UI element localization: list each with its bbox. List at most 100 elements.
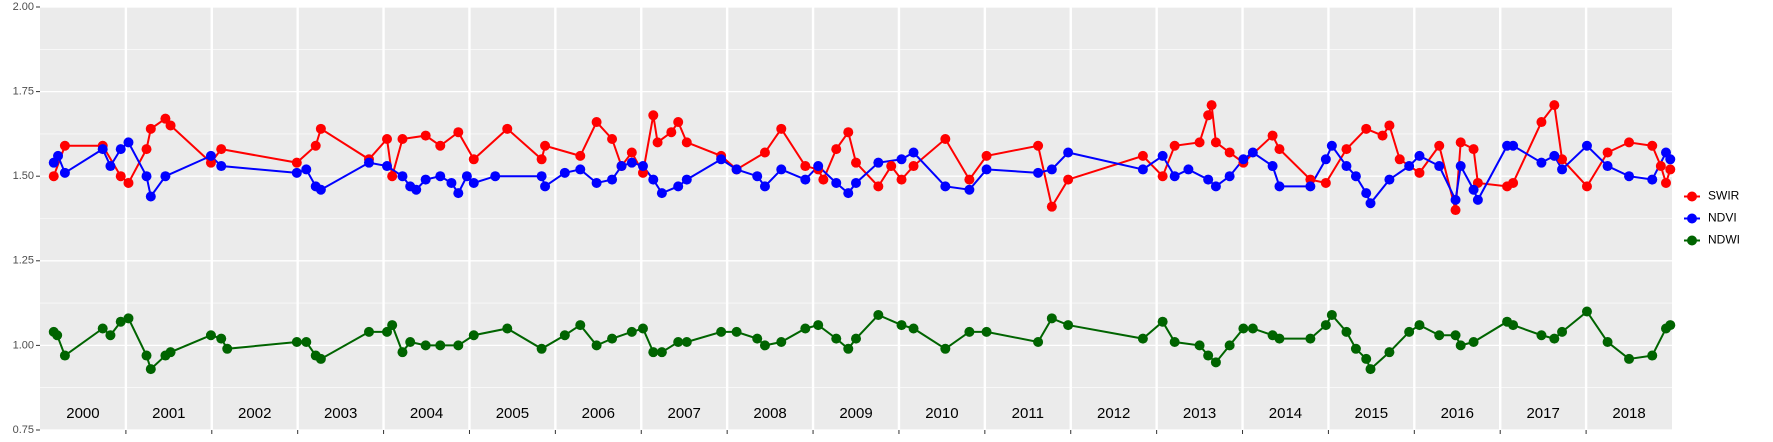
- data-point: [165, 120, 176, 131]
- data-point: [656, 188, 667, 199]
- data-point: [1203, 110, 1214, 121]
- year-label: 2018: [1612, 405, 1645, 422]
- data-point: [205, 150, 216, 161]
- data-point: [446, 177, 457, 188]
- data-point: [1274, 144, 1285, 155]
- data-point: [1365, 364, 1376, 375]
- data-point: [1394, 154, 1405, 165]
- year-label: 2009: [839, 405, 872, 422]
- year-label: 2013: [1183, 405, 1216, 422]
- data-point: [1320, 320, 1331, 331]
- data-point: [731, 326, 742, 337]
- year-label: 2003: [324, 405, 357, 422]
- data-point: [1508, 140, 1519, 151]
- data-point: [851, 157, 861, 168]
- data-point: [382, 161, 393, 172]
- data-point: [468, 154, 479, 165]
- data-point: [1046, 313, 1057, 324]
- data-point: [716, 154, 727, 165]
- data-point: [681, 174, 692, 185]
- data-point: [1647, 174, 1658, 185]
- data-point: [843, 127, 854, 138]
- data-point: [591, 340, 602, 351]
- data-point: [716, 326, 727, 337]
- data-point: [1361, 188, 1372, 199]
- data-point: [831, 144, 842, 155]
- data-point: [1660, 177, 1671, 188]
- data-point: [1203, 174, 1214, 185]
- data-point: [908, 161, 919, 172]
- data-point: [673, 117, 684, 128]
- legend-label: NDVI: [1708, 211, 1737, 225]
- data-point: [397, 171, 408, 182]
- data-point: [776, 164, 787, 175]
- data-point: [1450, 205, 1461, 216]
- legend-marker: [1687, 191, 1697, 202]
- data-point: [1169, 337, 1180, 348]
- data-point: [123, 313, 134, 324]
- y-tick-label: 1.00: [13, 339, 34, 351]
- data-point: [1210, 137, 1221, 148]
- data-point: [1434, 330, 1445, 341]
- data-point: [673, 181, 684, 192]
- data-point: [1455, 137, 1466, 148]
- data-point: [59, 350, 70, 361]
- data-point: [59, 140, 70, 151]
- data-point: [843, 188, 854, 199]
- data-point: [363, 157, 374, 168]
- data-point: [1247, 323, 1258, 334]
- data-point: [1157, 316, 1168, 327]
- data-point: [1384, 347, 1395, 358]
- data-point: [1536, 330, 1547, 341]
- data-point: [626, 147, 637, 158]
- data-point: [115, 316, 126, 327]
- data-point: [559, 330, 570, 341]
- data-point: [453, 188, 464, 199]
- data-point: [1046, 164, 1057, 175]
- data-point: [141, 171, 152, 182]
- data-point: [800, 161, 811, 172]
- data-point: [315, 123, 326, 134]
- data-point: [435, 340, 446, 351]
- data-point: [1557, 154, 1568, 165]
- data-point: [752, 171, 763, 182]
- data-point: [1063, 320, 1074, 331]
- year-label: 2001: [152, 405, 185, 422]
- data-point: [1549, 100, 1560, 111]
- year-label: 2014: [1269, 405, 1302, 422]
- data-point: [731, 164, 742, 175]
- data-point: [607, 133, 618, 144]
- data-point: [616, 161, 627, 172]
- data-point: [873, 157, 884, 168]
- data-point: [435, 171, 446, 182]
- year-label: 2017: [1526, 405, 1559, 422]
- data-point: [1046, 201, 1057, 212]
- data-point: [1647, 350, 1658, 361]
- data-point: [1602, 337, 1613, 348]
- data-point: [1455, 161, 1466, 172]
- data-point: [940, 343, 951, 354]
- year-label: 2010: [925, 405, 958, 422]
- data-point: [1305, 333, 1316, 344]
- data-point: [1377, 130, 1388, 141]
- data-point: [776, 337, 787, 348]
- data-point: [1581, 306, 1592, 317]
- data-point: [648, 174, 659, 185]
- data-point: [1384, 120, 1395, 131]
- data-point: [1557, 326, 1568, 337]
- data-point: [591, 177, 602, 188]
- data-point: [1274, 333, 1285, 344]
- data-point: [1414, 150, 1425, 161]
- data-point: [1157, 150, 1168, 161]
- data-point: [1624, 353, 1635, 364]
- data-point: [1238, 323, 1249, 334]
- data-point: [1341, 326, 1352, 337]
- data-point: [1137, 150, 1148, 161]
- data-point: [97, 323, 108, 334]
- data-point: [52, 330, 63, 341]
- data-point: [681, 137, 692, 148]
- data-point: [759, 340, 770, 351]
- data-point: [1602, 147, 1613, 158]
- data-point: [115, 144, 126, 155]
